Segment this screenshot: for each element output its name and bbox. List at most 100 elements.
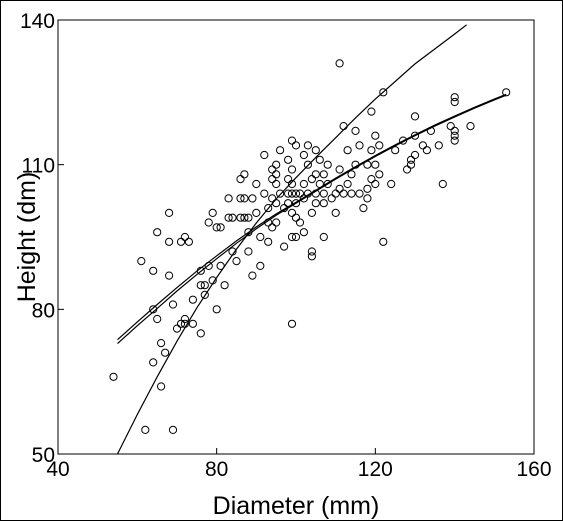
axis-ticks bbox=[57, 19, 535, 455]
data-point bbox=[252, 179, 261, 189]
data-point bbox=[319, 232, 328, 242]
data-point bbox=[172, 324, 182, 333]
data-point bbox=[331, 189, 340, 198]
data-point bbox=[351, 126, 360, 135]
data-point bbox=[406, 160, 416, 169]
data-point bbox=[228, 213, 237, 222]
data-point bbox=[240, 194, 249, 203]
data-point bbox=[311, 146, 320, 155]
data-point bbox=[153, 314, 162, 324]
data-point bbox=[363, 160, 372, 169]
data-point bbox=[180, 319, 189, 328]
data-point bbox=[331, 208, 340, 217]
data-point bbox=[168, 425, 178, 434]
data-point bbox=[200, 290, 209, 299]
data-point bbox=[351, 160, 360, 169]
data-point bbox=[264, 218, 273, 227]
data-point bbox=[168, 300, 178, 309]
data-point bbox=[291, 199, 301, 208]
data-point bbox=[387, 179, 396, 189]
data-point bbox=[141, 425, 150, 434]
data-point bbox=[403, 165, 412, 174]
data-point bbox=[323, 160, 332, 169]
data-point bbox=[291, 189, 301, 198]
data-point bbox=[272, 218, 281, 227]
data-point bbox=[284, 199, 293, 208]
data-point bbox=[287, 165, 297, 174]
data-point bbox=[252, 208, 261, 217]
data-points bbox=[109, 59, 511, 434]
data-point bbox=[450, 93, 459, 102]
y-tick-label: 140 bbox=[20, 10, 55, 33]
data-point bbox=[502, 88, 511, 97]
data-point bbox=[161, 348, 170, 357]
data-point bbox=[188, 295, 197, 304]
data-point bbox=[188, 319, 197, 328]
y-axis-title: Height (dm) bbox=[13, 172, 41, 303]
data-point bbox=[287, 232, 297, 242]
data-point bbox=[244, 228, 253, 237]
data-point bbox=[438, 179, 447, 189]
data-point bbox=[446, 122, 455, 131]
data-point bbox=[248, 194, 257, 203]
x-tick-label: 160 bbox=[516, 458, 551, 481]
data-point bbox=[184, 237, 193, 246]
data-point bbox=[260, 150, 269, 160]
data-point bbox=[244, 213, 253, 222]
data-point bbox=[303, 160, 312, 169]
data-point bbox=[272, 199, 281, 208]
data-point bbox=[180, 232, 189, 242]
data-point bbox=[399, 136, 408, 145]
data-point bbox=[291, 213, 301, 222]
data-point bbox=[406, 155, 416, 164]
data-point bbox=[418, 141, 427, 150]
data-point bbox=[287, 189, 297, 198]
data-point bbox=[359, 204, 368, 213]
y-tick-label: 50 bbox=[32, 444, 55, 467]
data-point bbox=[410, 131, 420, 140]
data-point bbox=[153, 228, 162, 237]
data-point bbox=[339, 122, 348, 131]
data-point bbox=[200, 281, 209, 290]
data-point bbox=[137, 257, 146, 266]
plot-area bbox=[57, 19, 535, 455]
data-point bbox=[276, 146, 285, 155]
data-point bbox=[272, 160, 281, 169]
data-point bbox=[287, 136, 297, 145]
data-point bbox=[319, 189, 328, 198]
data-point bbox=[327, 194, 336, 203]
data-point bbox=[212, 305, 221, 314]
data-point bbox=[268, 223, 277, 232]
data-point bbox=[315, 179, 324, 189]
data-point bbox=[280, 204, 289, 213]
data-point bbox=[410, 150, 420, 160]
data-point bbox=[311, 189, 320, 198]
data-point bbox=[450, 126, 459, 135]
data-point bbox=[371, 160, 380, 169]
data-point bbox=[339, 189, 348, 198]
data-point bbox=[224, 194, 233, 203]
x-tick-label: 80 bbox=[205, 458, 228, 481]
data-point bbox=[379, 237, 388, 246]
data-point bbox=[307, 208, 316, 217]
data-point bbox=[303, 141, 312, 150]
data-point bbox=[450, 136, 459, 145]
data-point bbox=[149, 358, 158, 367]
data-point bbox=[311, 199, 320, 208]
data-point bbox=[264, 237, 273, 246]
data-point bbox=[236, 213, 245, 222]
data-point bbox=[149, 305, 158, 314]
data-point bbox=[284, 155, 293, 164]
data-point bbox=[319, 199, 328, 208]
data-point bbox=[355, 141, 364, 150]
data-point bbox=[157, 382, 166, 391]
data-point bbox=[280, 242, 289, 251]
data-point bbox=[196, 266, 205, 275]
data-point bbox=[256, 232, 265, 242]
data-point bbox=[335, 184, 344, 193]
data-point bbox=[287, 208, 297, 217]
data-point bbox=[410, 112, 420, 121]
x-axis-title: Diameter (mm) bbox=[213, 492, 380, 520]
data-point bbox=[363, 194, 372, 203]
data-point bbox=[307, 252, 316, 261]
